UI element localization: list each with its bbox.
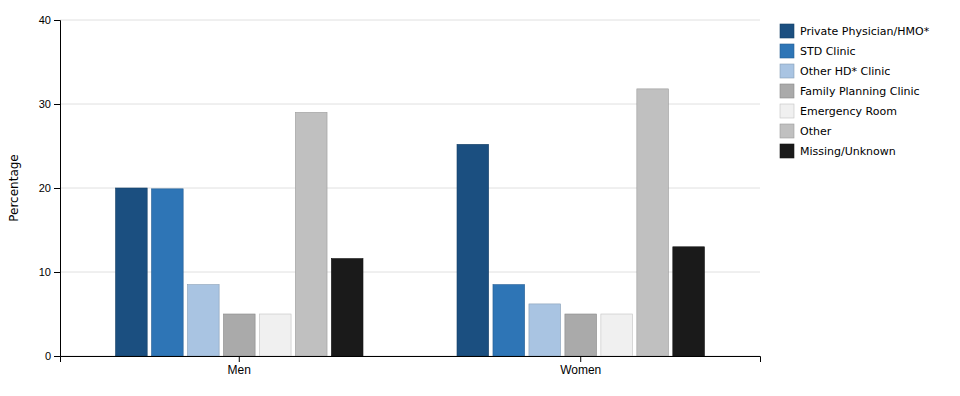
bar <box>673 247 705 356</box>
tick-mark <box>54 356 60 357</box>
bar-group <box>116 112 363 356</box>
legend-label: Emergency Room <box>800 105 897 118</box>
bars <box>116 89 705 356</box>
bar <box>565 314 597 356</box>
legend-item: Other HD* Clinic <box>780 64 890 78</box>
legend-item: Private Physician/HMO* <box>780 24 930 38</box>
legend-swatch <box>780 144 794 158</box>
bar <box>331 259 363 356</box>
legend: Private Physician/HMO* STD Clinic Other HD… <box>780 24 930 158</box>
legend-item: Missing/Unknown <box>780 144 896 158</box>
legend-swatch <box>780 44 794 58</box>
bar <box>529 304 561 356</box>
bar <box>223 314 255 356</box>
legend-swatch <box>780 84 794 98</box>
plot: 0 10 20 30 40 Men Women Percentage <box>7 14 761 377</box>
tick-label: Men <box>228 363 251 377</box>
tick-mark <box>580 356 581 362</box>
bar <box>493 285 525 356</box>
tick-mark <box>54 272 60 273</box>
bar <box>457 144 489 356</box>
legend-swatch <box>780 124 794 138</box>
tick: 30 <box>39 98 60 110</box>
tick-label: 0 <box>45 350 51 362</box>
legend-item: STD Clinic <box>780 44 856 58</box>
axis-title: Percentage <box>7 154 21 222</box>
tick: 40 <box>39 14 60 26</box>
legend-label: Family Planning Clinic <box>800 85 920 98</box>
tick-label: Women <box>560 363 601 377</box>
legend-label: Other HD* Clinic <box>800 65 890 78</box>
legend-label: Other <box>800 125 832 138</box>
tick: 10 <box>39 266 60 278</box>
grid-line <box>60 20 760 21</box>
bar-group <box>457 89 704 356</box>
tick-mark <box>54 188 60 189</box>
legend-item: Other <box>780 124 832 138</box>
tick: Women <box>560 356 601 377</box>
tick-mark <box>239 356 240 362</box>
axis-line <box>61 357 761 363</box>
tick-label: 20 <box>39 182 51 194</box>
tick-mark <box>54 20 60 21</box>
legend-swatch <box>780 64 794 78</box>
chart: 0 10 20 30 40 Men Women Percentage Private Physi… <box>0 0 960 396</box>
axis-line <box>54 21 61 357</box>
bar <box>601 314 633 356</box>
tick: Men <box>228 356 251 377</box>
tick: 20 <box>39 182 60 194</box>
bar <box>152 189 184 356</box>
legend-label: Missing/Unknown <box>800 145 896 158</box>
bar <box>187 285 219 356</box>
tick-label: 10 <box>39 266 51 278</box>
bar <box>637 89 669 356</box>
tick: 0 <box>45 350 60 362</box>
bar <box>295 112 327 356</box>
bar <box>259 314 291 356</box>
bar <box>116 188 148 356</box>
x-axis: Men Women <box>61 356 761 377</box>
y-axis: 0 10 20 30 40 <box>39 14 61 362</box>
legend-swatch <box>780 104 794 118</box>
legend-item: Family Planning Clinic <box>780 84 920 98</box>
legend-item: Emergency Room <box>780 104 897 118</box>
legend-swatch <box>780 24 794 38</box>
tick-mark <box>54 104 60 105</box>
tick-label: 30 <box>39 98 51 110</box>
grid <box>60 20 760 356</box>
tick-label: 40 <box>39 14 51 26</box>
legend-label: Private Physician/HMO* <box>800 25 930 38</box>
legend-label: STD Clinic <box>800 45 856 58</box>
